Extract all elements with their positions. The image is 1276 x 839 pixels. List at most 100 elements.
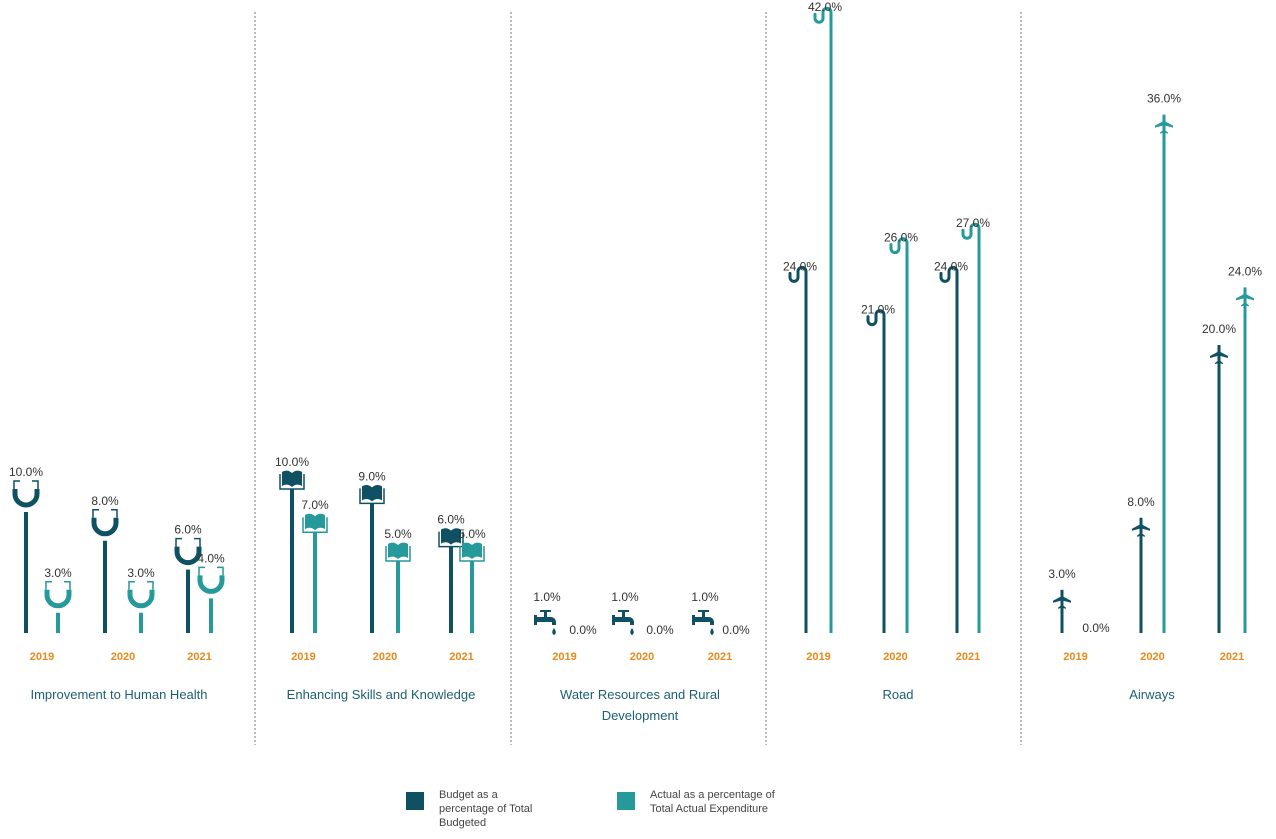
book-icon: [302, 513, 328, 533]
stethoscope-icon: [12, 480, 40, 508]
airplane-icon: [1155, 114, 1173, 134]
actual-value-label: 4.0%: [197, 551, 225, 565]
icon-cup: [174, 546, 202, 566]
icon-earpieces: [198, 566, 224, 576]
group-0: 10.0% 3.0% 2019 8.0% 3.0% 2020 6.0% 4.0% 2021 Imp…: [9, 465, 225, 702]
icon-faucet-spout: [695, 617, 714, 625]
year-label: 2019: [30, 651, 54, 663]
group-4: 3.0% 0.0% 2019 8.0% 36.0% 2020 20.0% 24.0% 2021 A…: [1048, 92, 1262, 702]
legend-label-budget: Budget as a percentage of Total Budgeted: [439, 789, 533, 829]
icon-cup: [44, 589, 72, 609]
icon-plane-shape: [1132, 517, 1150, 537]
group-title: Improvement to Human Health: [30, 687, 207, 702]
actual-value-label: 0.0%: [1082, 621, 1110, 635]
icon-road: [813, 6, 833, 32]
airplane-icon: [1210, 345, 1228, 364]
icon-cover: [438, 531, 464, 548]
actual-value-label: 3.0%: [44, 566, 72, 580]
icon-faucet-base: [692, 615, 695, 625]
group-1: 10.0%7.0%20199.0%5.0%20206.0%5.0%2021Enh…: [275, 455, 486, 702]
year-label: 2020: [883, 651, 907, 663]
book-icon: [438, 528, 464, 548]
icon-road: [939, 265, 959, 291]
icon-cover: [359, 488, 385, 505]
actual-value-label: 42.0%: [808, 0, 842, 14]
year-label: 2019: [291, 651, 315, 663]
faucet-icon: [534, 610, 556, 635]
stethoscope-icon: [127, 581, 155, 609]
icon-plane-shape: [1155, 114, 1173, 134]
budget-value-label: 21.0%: [861, 303, 895, 317]
year-label: 2021: [956, 651, 980, 663]
icon-earpieces: [13, 480, 39, 489]
actual-value-label: 36.0%: [1147, 92, 1181, 106]
budget-value-label: 24.0%: [934, 259, 968, 273]
group-title: Development: [602, 708, 679, 723]
legend-budget: Budget as a percentage of Total Budgeted: [406, 788, 532, 830]
year-label: 2020: [373, 651, 397, 663]
actual-value-label: 24.0%: [1228, 264, 1262, 278]
budget-value-label: 1.0%: [691, 590, 719, 604]
budget-value-label: 9.0%: [358, 469, 386, 483]
year-label: 2020: [630, 651, 654, 663]
actual-value-label: 27.0%: [956, 216, 990, 230]
icon-cover: [302, 517, 328, 533]
actual-value-label: 5.0%: [384, 527, 412, 541]
budget-value-label: 8.0%: [91, 494, 119, 508]
budget-value-label: 6.0%: [174, 523, 202, 537]
icon-cup: [91, 517, 119, 537]
icon-faucet-spout: [537, 617, 556, 625]
icon-cover: [459, 546, 485, 562]
year-label: 2021: [449, 651, 473, 663]
icon-page-left: [462, 542, 472, 559]
stethoscope-icon: [197, 566, 225, 594]
icon-cup: [197, 575, 225, 594]
actual-value-label: 0.0%: [722, 623, 750, 637]
book-icon: [459, 542, 485, 562]
budget-value-label: 1.0%: [611, 590, 639, 604]
icon-page-right: [451, 528, 461, 545]
book-icon: [359, 485, 385, 505]
legend-swatch-budget: [406, 792, 424, 810]
group-title: Enhancing Skills and Knowledge: [287, 687, 476, 702]
icon-page-left: [362, 485, 372, 502]
group-3: 24.0% 42.0% 2019 21.0% 26.0% 2020 24.0% 27.0% 20…: [783, 0, 990, 702]
faucet-icon: [612, 610, 634, 635]
legend-actual: Actual as a percentage of Total Actual E…: [617, 788, 775, 816]
icon-road: [788, 265, 808, 291]
icon-cover: [385, 546, 411, 562]
group-2: 1.0% 0.0% 2019 1.0% 0.0% 2020 1.0% 0.0% 2021 Wate…: [533, 590, 750, 723]
actual-value-label: 3.0%: [127, 566, 155, 580]
stethoscope-icon: [44, 581, 72, 609]
budget-value-label: 10.0%: [9, 465, 43, 479]
icon-plane-shape: [1053, 589, 1071, 609]
year-label: 2019: [552, 651, 576, 663]
chart-area: 10.0% 3.0% 2019 8.0% 3.0% 2020 6.0% 4.0% 2021 Imp…: [9, 0, 1262, 745]
budget-value-label: 1.0%: [533, 590, 561, 604]
icon-page-left: [441, 528, 451, 545]
actual-value-label: 7.0%: [301, 498, 329, 512]
budget-value-label: 8.0%: [1127, 495, 1155, 509]
icon-earpieces: [45, 581, 71, 590]
book-icon: [279, 470, 305, 490]
icon-drop: [630, 628, 634, 635]
year-label: 2019: [806, 651, 830, 663]
budget-value-label: 24.0%: [783, 259, 817, 273]
group-title: Airways: [1129, 687, 1175, 702]
winding-road-icon: [939, 265, 959, 291]
icon-faucet-valve: [622, 611, 625, 617]
icon-road: [889, 237, 909, 263]
icon-page-left: [388, 542, 398, 559]
year-label: 2019: [1063, 651, 1087, 663]
icon-cup: [127, 589, 155, 609]
winding-road-icon: [866, 309, 886, 335]
budget-value-label: 20.0%: [1202, 322, 1236, 336]
icon-faucet-base: [612, 615, 615, 625]
icon-page-right: [292, 470, 302, 487]
budget-value-label: 6.0%: [437, 513, 465, 527]
year-label: 2020: [111, 651, 135, 663]
budget-value-label: 10.0%: [275, 455, 309, 469]
icon-cup: [12, 489, 40, 508]
winding-road-icon: [788, 265, 808, 291]
icon-faucet-spout: [615, 617, 634, 625]
